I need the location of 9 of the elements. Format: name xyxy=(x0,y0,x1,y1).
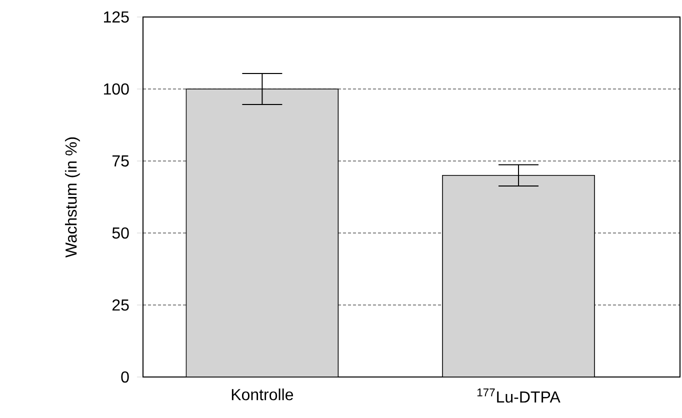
y-tick-label: 25 xyxy=(112,299,129,311)
y-tick-label: 125 xyxy=(104,11,129,23)
y-axis-title: Wachstum (in %) xyxy=(65,137,80,258)
y-tick-label: 75 xyxy=(112,155,129,167)
y-tick-label: 50 xyxy=(112,227,129,239)
y-tick-label: 0 xyxy=(121,371,129,383)
x-tick-label: $^{177}$Lu-DTPA xyxy=(477,388,560,403)
y-tick-label: 100 xyxy=(104,83,129,95)
x-tick-label: Kontrolle xyxy=(232,388,294,400)
